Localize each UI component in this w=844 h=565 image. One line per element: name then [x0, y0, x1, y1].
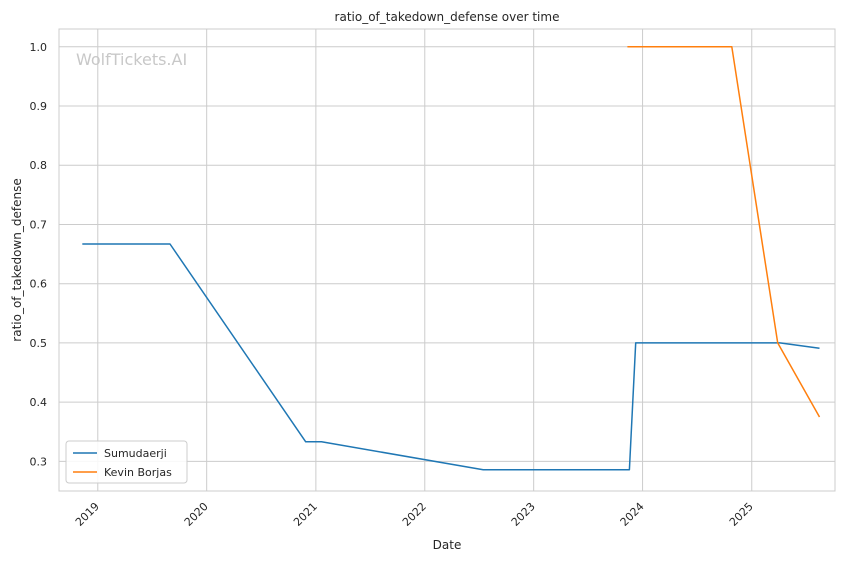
- y-tick-label: 1.0: [30, 41, 48, 54]
- x-tick-label: 2023: [509, 500, 538, 529]
- series-lines: [82, 46, 821, 471]
- x-tick-label: 2019: [73, 500, 102, 529]
- x-tick-label: 2025: [727, 500, 756, 529]
- x-axis-label: Date: [433, 538, 462, 552]
- watermark: WolfTickets.AI: [76, 50, 187, 69]
- y-tick-label: 0.5: [30, 337, 48, 350]
- series-line-kevin-borjas: [627, 46, 821, 418]
- x-tick-label: 2022: [400, 500, 429, 529]
- y-tick-label: 0.3: [30, 455, 48, 468]
- y-tick-label: 0.9: [30, 100, 48, 113]
- x-tick-label: 2020: [182, 500, 211, 529]
- chart-title: ratio_of_takedown_defense over time: [335, 10, 560, 24]
- y-tick-label: 0.6: [30, 278, 48, 291]
- y-tick-label: 0.8: [30, 159, 48, 172]
- legend-label-sumudaerji: Sumudaerji: [104, 447, 167, 460]
- legend-label-kevin-borjas: Kevin Borjas: [104, 466, 172, 479]
- legend: Sumudaerji Kevin Borjas: [65, 440, 188, 484]
- y-tick-label: 0.7: [30, 218, 48, 231]
- series-line-sumudaerji: [82, 243, 820, 471]
- x-tick-labels: 2019 2020 2021 2022 2023 2024 2025: [73, 500, 756, 529]
- x-tick-label: 2024: [618, 500, 647, 529]
- plot-area: [58, 28, 836, 492]
- gridlines: [59, 29, 835, 491]
- y-tick-label: 0.4: [30, 396, 48, 409]
- y-axis-label: ratio_of_takedown_defense: [10, 178, 24, 341]
- y-tick-labels: 0.3 0.4 0.5 0.6 0.7 0.8 0.9 1.0: [30, 41, 48, 469]
- x-tick-label: 2021: [291, 500, 320, 529]
